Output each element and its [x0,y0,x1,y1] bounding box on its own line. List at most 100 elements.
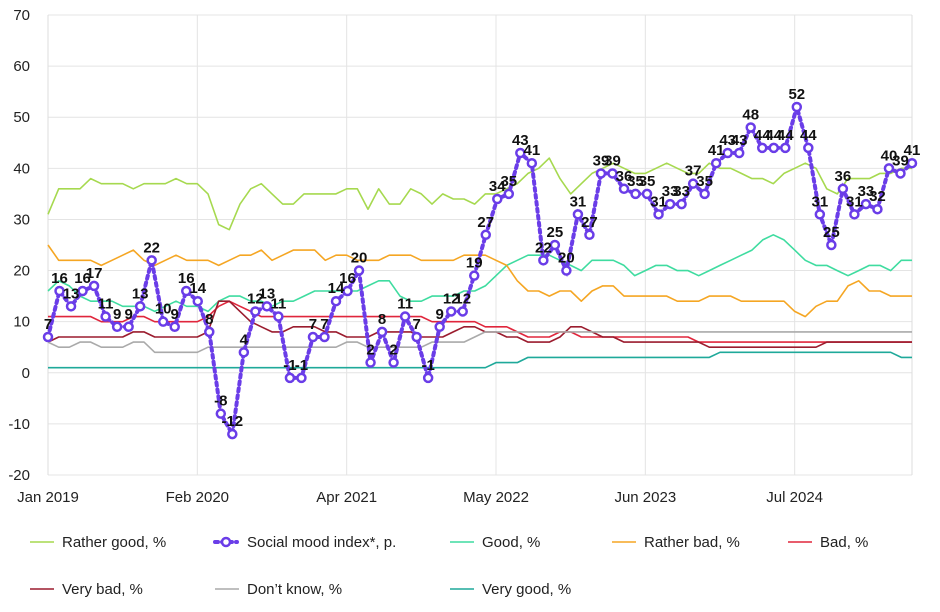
index-data-label: 44 [765,127,782,144]
index-point [745,122,756,133]
index-data-label: -1 [421,357,434,374]
index-data-label: 31 [811,193,828,210]
index-data-label: 12 [454,290,471,307]
index-point [250,306,261,317]
index-point [768,142,780,154]
index-data-label: 16 [74,270,91,287]
series-line-good [47,234,912,313]
index-data-label: 44 [800,127,817,144]
index-point [595,168,607,179]
index-point [722,147,733,159]
index-data-label: 22 [535,239,552,256]
index-point [803,142,814,154]
index-data-label: 35 [696,173,713,190]
index-point [284,372,296,384]
index-point [492,193,503,205]
index-data-label: 7 [412,316,420,333]
y-tick-label: 50 [13,109,30,126]
index-data-label: 44 [754,127,771,144]
series-line-rather-good [47,157,912,231]
index-data-label: 13 [63,285,80,302]
index-point [814,209,826,220]
index-point [526,157,538,169]
series-line-social-mood-index [46,99,914,441]
index-data-label: 7 [320,316,328,333]
index-point [365,357,376,368]
index-data-label: 34 [489,178,506,195]
index-data-label: 7 [309,316,317,333]
index-point [169,321,180,333]
index-point [503,188,515,200]
index-point [607,168,618,179]
legend-label: Don’t know, % [247,581,342,598]
index-point [457,306,468,317]
index-data-label: 11 [270,296,286,313]
index-point [388,357,399,368]
index-data-label: 16 [51,270,68,287]
index-data-label: 9 [171,306,179,323]
index-data-label: 22 [143,239,160,256]
index-data-label: 25 [547,224,564,241]
legend-label: Good, % [482,534,540,551]
index-point [549,239,561,251]
index-point [376,326,388,338]
index-data-label: 4 [240,331,249,348]
x-tick-label: Jan 2019 [17,489,79,506]
index-data-label: 12 [247,290,264,307]
legend-label: Rather good, % [62,534,166,551]
index-data-label: 7 [44,316,52,333]
index-point [515,147,526,159]
index-point [872,203,883,215]
x-tick-label: Jun 2023 [614,489,676,506]
index-data-label: 8 [205,311,213,328]
index-data-label: 9 [124,306,132,323]
index-data-label: 33 [673,183,690,200]
index-data-label: 33 [858,183,875,200]
index-point [561,265,572,276]
index-data-label: 11 [98,296,114,313]
y-tick-label: 10 [13,314,30,331]
index-point [584,229,595,241]
y-tick-label: 0 [22,365,30,382]
index-markers [42,101,918,440]
legend: Rather good, % Social mood index*, p. Good… [30,534,868,598]
index-data-label: 20 [558,250,575,267]
index-data-label: 36 [616,168,633,185]
index-point [572,209,584,220]
index-data-label: 41 [708,142,725,159]
grid-lines [47,14,913,476]
index-data-label: 41 [523,142,540,159]
index-data-label: 43 [731,132,748,149]
index-point [791,101,803,113]
legend-marker [220,536,232,548]
index-point [65,301,77,312]
index-point [227,428,238,440]
y-tick-label: -10 [8,416,30,433]
index-point [134,301,146,312]
index-data-label: 40 [881,147,898,164]
index-data-label: 10 [155,301,172,318]
y-tick-label: -20 [8,467,30,484]
index-point [895,168,906,179]
index-point [434,321,445,333]
index-point [653,209,664,220]
index-point [77,285,88,297]
index-point [618,183,630,195]
index-point [88,280,100,292]
series-line-very-good [48,351,912,369]
index-point [837,183,849,195]
index-point [756,142,768,154]
index-point [123,321,134,333]
index-point [826,239,837,251]
index-data-label: 14 [189,280,206,297]
index-data-label: 27 [581,214,598,231]
index-data-label: 35 [639,173,656,190]
index-data-label: -1 [295,357,308,374]
index-point [42,331,54,343]
index-data-label: -8 [214,393,227,410]
index-point [319,331,330,343]
index-point [687,178,699,189]
index-point [180,285,192,297]
index-data-label: 39 [593,152,610,169]
